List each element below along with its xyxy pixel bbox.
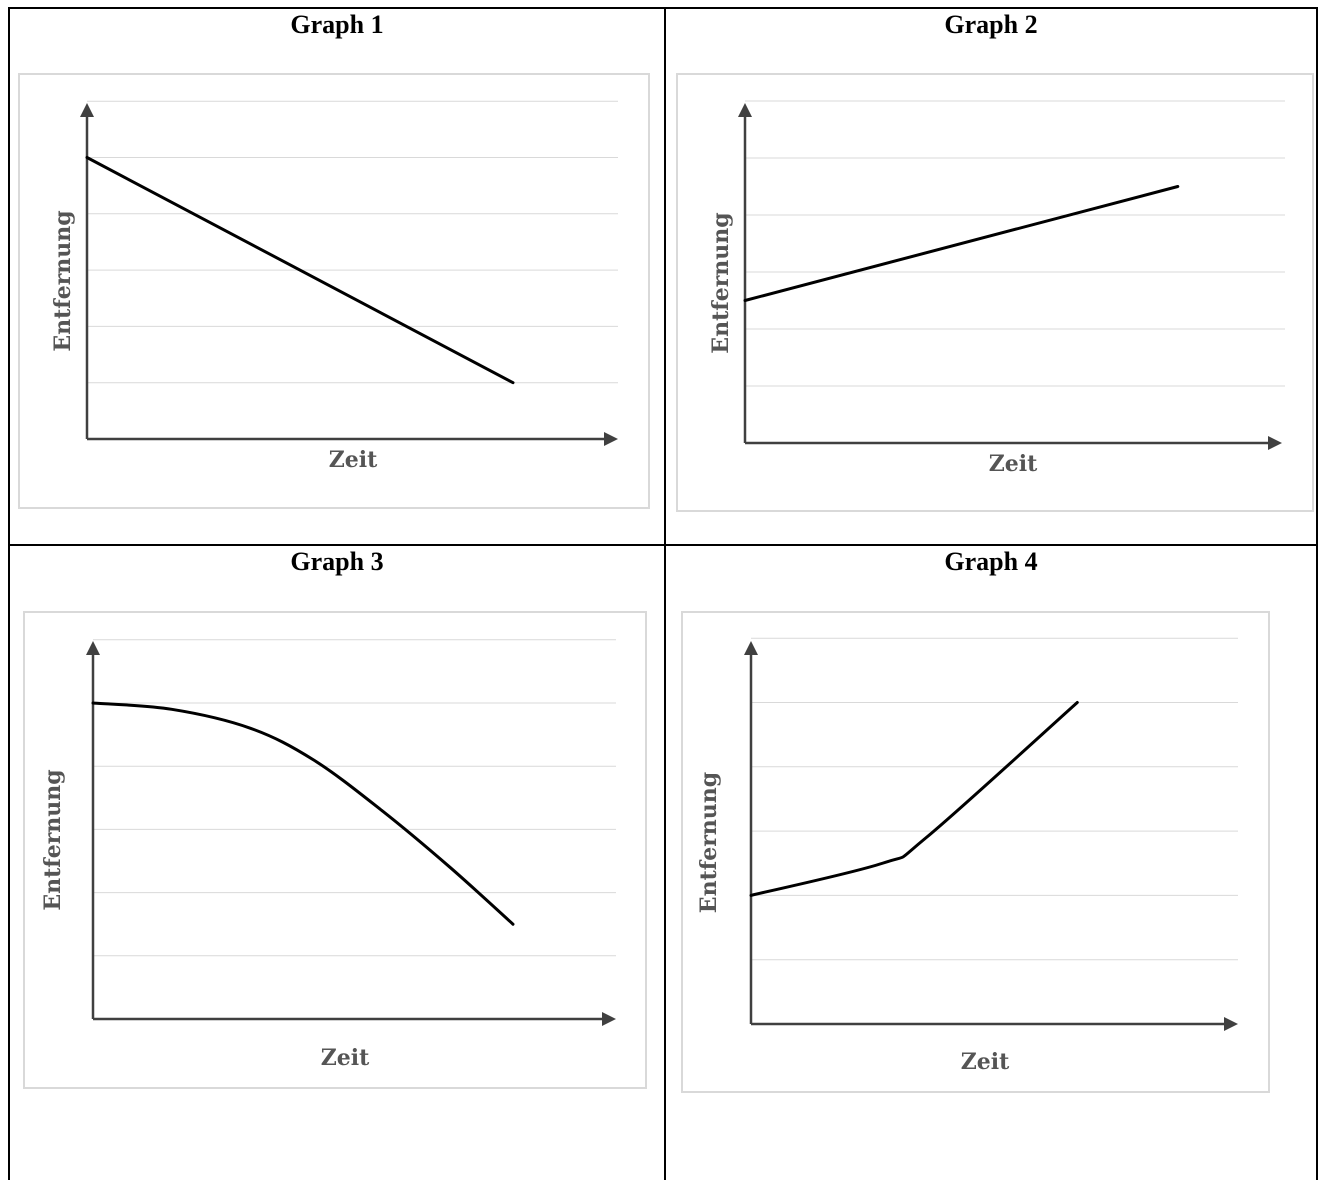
graph-3-title: Graph 3 xyxy=(290,547,384,576)
graph-3-x-arrow-icon xyxy=(602,1012,616,1026)
graph-1-title: Graph 1 xyxy=(290,10,384,39)
graph-2-series-line xyxy=(743,185,1180,302)
graph-2-plot-area xyxy=(676,73,1314,512)
graph-4-x-arrow-icon xyxy=(1224,1017,1238,1031)
graph-3-series-line xyxy=(91,701,515,926)
graph-3-y-axis-title: Entfernung xyxy=(40,769,66,910)
graph-4-series-line xyxy=(749,701,1079,897)
graph-4-y-axis-title: Entfernung xyxy=(696,772,722,913)
graph-2-x-axis-title: Zeit xyxy=(989,451,1038,477)
graph-2-y-arrow-icon xyxy=(738,103,752,117)
graph-1-y-arrow-icon xyxy=(80,103,94,117)
graph-4-title: Graph 4 xyxy=(944,547,1038,576)
graph-2-x-arrow-icon xyxy=(1268,436,1282,450)
graph-4-x-axis-title: Zeit xyxy=(961,1049,1010,1075)
graph-4-plot-area xyxy=(681,611,1270,1093)
graph-4-y-arrow-icon xyxy=(744,641,758,655)
graph-1-series-line xyxy=(85,156,515,385)
graph-2-y-axis-title: Entfernung xyxy=(708,212,734,353)
graph-2-title: Graph 2 xyxy=(944,10,1038,39)
graph-3-plot-area xyxy=(23,611,647,1089)
graph-1-y-axis-title: Entfernung xyxy=(50,210,76,351)
table-row-divider xyxy=(8,544,1318,546)
table-column-divider xyxy=(664,7,666,1180)
graph-1-plot-area xyxy=(18,73,650,509)
graph-3-x-axis-title: Zeit xyxy=(321,1045,370,1071)
graph-1-x-axis-title: Zeit xyxy=(329,447,378,473)
comparison-table xyxy=(8,7,1318,1180)
graph-1-x-arrow-icon xyxy=(604,432,618,446)
graph-3-y-arrow-icon xyxy=(86,641,100,655)
